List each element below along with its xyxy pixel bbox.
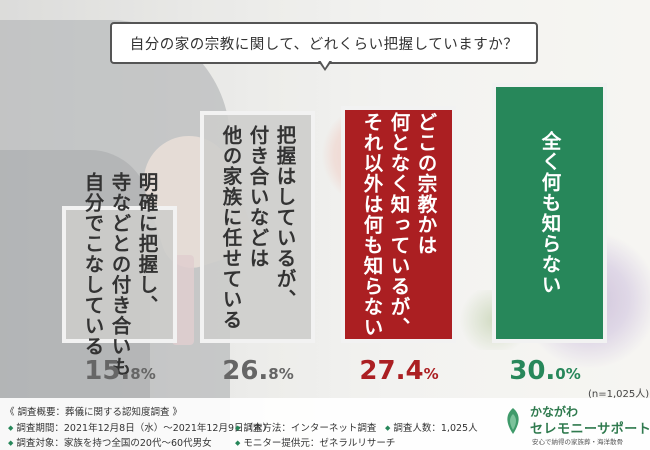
- bar-label-4: 全く何も知らない: [538, 131, 561, 295]
- title-bubble: 自分の家の宗教に関して、どれくらい把握していますか？: [110, 22, 538, 64]
- survey-respondents: 調査人数：1,025人: [385, 420, 477, 434]
- value-label-4: 30.0%: [509, 356, 581, 386]
- value-label-2: 26.8%: [222, 356, 294, 386]
- logo-name-line1: かながわ: [530, 405, 579, 419]
- logo-icon: [507, 408, 519, 434]
- chart-title: 自分の家の宗教に関して、どれくらい把握していますか？: [129, 36, 519, 53]
- survey-overview-title: 《 調査概要：葬儀に関する認知度調査 》: [5, 407, 183, 418]
- value-label-1: 15.8%: [84, 356, 156, 386]
- value-label-3: 27.4%: [359, 356, 439, 386]
- bar-4: 全く何も知らない: [492, 83, 607, 343]
- logo-name-line2: セレモニーサポート: [530, 422, 650, 437]
- logo-tagline: 安心で納得の家族葬・海洋散骨: [532, 438, 623, 446]
- survey-period: 調査期間：2021年12月8日（水）〜2021年12月9日（木）: [8, 420, 272, 434]
- survey-monitor-provider: モニター提供元：ゼネラルリサーチ: [235, 435, 395, 449]
- survey-target: 調査対象：家族を持つ全国の20代〜60代男女: [8, 435, 211, 449]
- survey-method: 調査方法：インターネット調査: [235, 420, 376, 434]
- bar-2: 把握はしているが、 付き合いなどは 他の家族に任せている: [200, 111, 315, 343]
- sample-size-note: (n=1,025人): [588, 389, 650, 400]
- bar-3: どこの宗教かは 何となく知っているが、 それ以外は何も知らない: [341, 106, 456, 343]
- bar-label-2: 把握はしているが、 付き合いなどは 他の家族に任せている: [219, 124, 296, 330]
- bar-label-3: どこの宗教かは 何となく知っているが、 それ以外は何も知らない: [360, 111, 437, 338]
- bar-1: 明確に把握し、 寺などとの付き合いも 自分でこなしている: [62, 172, 177, 377]
- bar-label-1: 明確に把握し、 寺などとの付き合いも 自分でこなしている: [81, 172, 158, 377]
